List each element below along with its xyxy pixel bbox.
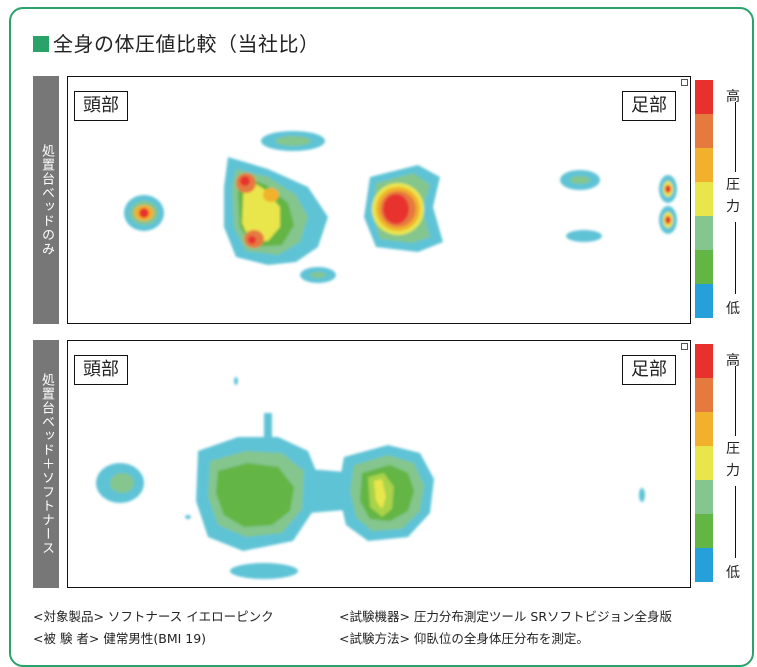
pressure-scale-labels-2: 高 圧 力 低 [722,344,752,584]
scale-pressure: 圧 [726,177,740,193]
scale-high: 高 [726,353,740,369]
foot-label: 足部 [622,91,676,121]
pressure-map-with-softnurse: 頭部 足部 [67,340,691,588]
head-label: 頭部 [74,355,128,385]
panel1-label: 処置台ベッドのみ [33,76,59,324]
pressure-scale-labels-1: 高 圧 力 低 [722,80,752,320]
note-product: <対象製品> ソフトナース イエローピンク [33,609,274,624]
scale-high: 高 [726,89,740,105]
scale-arrow-down-icon [735,486,736,558]
scale-arrow-up-icon [735,366,736,436]
note-method: <試験方法> 仰臥位の全身体圧分布を測定。 [339,631,589,646]
title-square-icon [33,36,49,52]
pressure-map-bed-only: 頭部 足部 [67,76,691,324]
scale-force: 力 [726,199,740,215]
pressure-map-with-softnurse-plot [96,377,645,579]
corner-mark-icon [681,79,688,86]
scale-low: 低 [726,565,740,581]
foot-label: 足部 [622,355,676,385]
head-label: 頭部 [74,91,128,121]
scale-low: 低 [726,301,740,317]
scale-arrow-up-icon [735,102,736,172]
pressure-scale-1 [695,80,713,318]
note-equipment: <試験機器> 圧力分布測定ツール SRソフトビジョン全身版 [339,609,673,624]
note-subject: <被 験 者> 健常男性(BMI 19) [33,631,207,646]
panel2-label: 処置台ベッド＋ソフトナース [33,340,59,588]
page-title: 全身の体圧値比較（当社比） [33,28,320,57]
scale-force: 力 [726,463,740,479]
pressure-map-bed-only-plot [124,131,677,283]
scale-arrow-down-icon [735,222,736,294]
pressure-scale-2 [695,344,713,582]
title-text: 全身の体圧値比較（当社比） [53,32,320,56]
corner-mark-icon [681,343,688,350]
scale-pressure: 圧 [726,441,740,457]
